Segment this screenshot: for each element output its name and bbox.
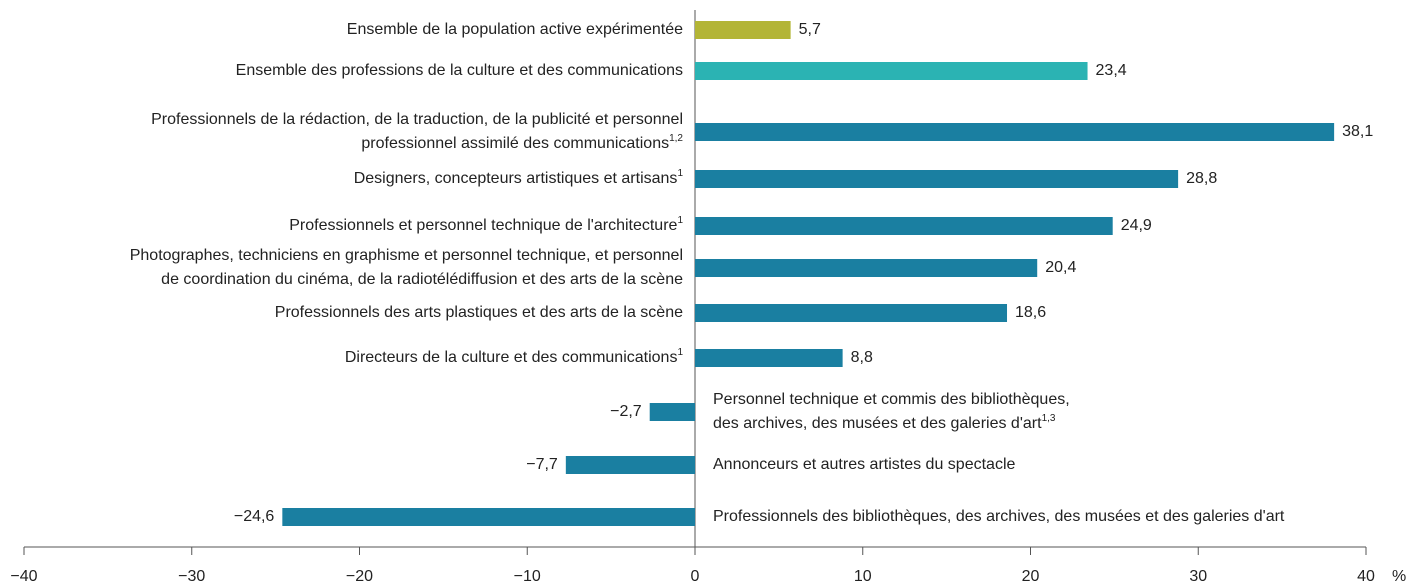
category-label: Designers, concepteurs artistiques et ar… xyxy=(354,168,684,188)
x-tick-label: 30 xyxy=(1189,568,1207,585)
x-axis-label: % xyxy=(1392,568,1406,585)
category-text: Professionnels des bibliothèques, des ar… xyxy=(713,508,1285,525)
category-text: Photographes, techniciens en graphisme e… xyxy=(130,247,683,264)
bar xyxy=(695,217,1113,235)
category-text: de coordination du cinéma, de la radioté… xyxy=(161,271,683,288)
value-label: 18,6 xyxy=(1015,304,1046,321)
category-label: Photographes, techniciens en graphisme e… xyxy=(130,247,683,264)
category-text: Ensemble des professions de la culture e… xyxy=(236,62,683,79)
bar xyxy=(695,349,843,367)
value-label: 5,7 xyxy=(799,21,821,38)
bar xyxy=(649,403,695,421)
category-label: Annonceurs et autres artistes du spectac… xyxy=(713,456,1015,473)
category-label: Ensemble des professions de la culture e… xyxy=(236,62,683,79)
value-label: 24,9 xyxy=(1121,217,1152,234)
category-text: des archives, des musées et des galeries… xyxy=(713,415,1042,432)
bar xyxy=(695,21,791,39)
category-label: Ensemble de la population active expérim… xyxy=(347,21,683,38)
category-label: Professionnels des arts plastiques et de… xyxy=(275,304,683,321)
value-label: −24,6 xyxy=(234,508,275,525)
bar xyxy=(695,62,1088,80)
x-tick-label: −30 xyxy=(178,568,205,585)
value-label: 8,8 xyxy=(851,349,873,366)
bar xyxy=(695,170,1179,188)
x-tick-label: 0 xyxy=(691,568,700,585)
footnote: 1 xyxy=(677,168,683,179)
bar xyxy=(695,123,1335,141)
footnote: 1 xyxy=(677,347,683,358)
value-label: −2,7 xyxy=(610,403,642,420)
bar xyxy=(282,508,695,526)
category-label: Directeurs de la culture et des communic… xyxy=(345,347,684,367)
category-text: professionnel assimilé des communication… xyxy=(361,135,669,152)
x-tick-label: 10 xyxy=(854,568,872,585)
bar xyxy=(565,456,695,474)
category-text: Designers, concepteurs artistiques et ar… xyxy=(354,170,678,187)
category-label: des archives, des musées et des galeries… xyxy=(713,413,1056,433)
category-text: Professionnels de la rédaction, de la tr… xyxy=(151,111,683,128)
bar xyxy=(695,304,1008,322)
x-tick-label: −40 xyxy=(10,568,37,585)
x-tick-label: 20 xyxy=(1022,568,1040,585)
category-label: Personnel technique et commis des biblio… xyxy=(713,391,1070,408)
category-label: professionnel assimilé des communication… xyxy=(361,133,683,153)
footnote: 1,3 xyxy=(1042,413,1056,424)
value-label: 23,4 xyxy=(1096,62,1127,79)
value-label: 28,8 xyxy=(1186,170,1217,187)
category-text: Professionnels des arts plastiques et de… xyxy=(275,304,683,321)
category-label: Professionnels des bibliothèques, des ar… xyxy=(713,508,1285,525)
value-label: 38,1 xyxy=(1342,123,1373,140)
category-label: Professionnels et personnel technique de… xyxy=(289,215,683,235)
category-label: Professionnels de la rédaction, de la tr… xyxy=(151,111,683,128)
footnote: 1,2 xyxy=(669,133,683,144)
category-text: Annonceurs et autres artistes du spectac… xyxy=(713,456,1015,473)
value-label: −7,7 xyxy=(526,456,558,473)
x-tick-label: −20 xyxy=(346,568,373,585)
category-text: Directeurs de la culture et des communic… xyxy=(345,349,678,366)
category-text: Personnel technique et commis des biblio… xyxy=(713,391,1070,408)
category-label: de coordination du cinéma, de la radioté… xyxy=(161,271,683,288)
bar xyxy=(695,259,1038,277)
category-text: Professionnels et personnel technique de… xyxy=(289,217,677,234)
value-label: 20,4 xyxy=(1045,259,1076,276)
footnote: 1 xyxy=(677,215,683,226)
x-tick-label: 40 xyxy=(1357,568,1375,585)
category-text: Ensemble de la population active expérim… xyxy=(347,21,683,38)
x-tick-label: −10 xyxy=(514,568,541,585)
